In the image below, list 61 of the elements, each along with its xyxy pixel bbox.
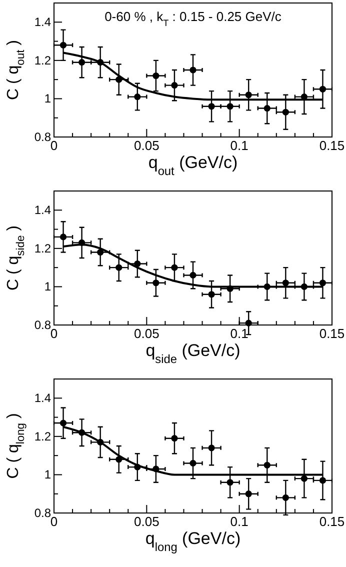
x-tick-label: 0.15 — [319, 326, 345, 341]
y-tick-label: 0.8 — [34, 506, 52, 520]
y-tick-label: 1 — [44, 280, 52, 294]
point — [245, 490, 252, 498]
x-tick-label: 0.1 — [230, 326, 248, 341]
x-axis-title: q$_{out}$ (GeV/c) — [148, 153, 238, 178]
point — [60, 234, 67, 240]
point — [134, 260, 141, 268]
point — [319, 86, 326, 92]
point — [282, 108, 289, 116]
point — [190, 272, 196, 279]
point — [171, 435, 178, 442]
x-tick-label: 0.15 — [319, 138, 345, 153]
point — [319, 280, 326, 286]
y-tick-label: 1.2 — [34, 429, 52, 444]
point — [97, 248, 104, 256]
y-tick-label: 1 — [44, 468, 52, 482]
x-tick-label: 0 — [50, 326, 58, 341]
annotation: 0-60 % , k$_{T}$ : 0.15 - 0.25 GeV/c — [104, 9, 282, 28]
point — [208, 444, 215, 452]
y-tick-label: 1.4 — [34, 391, 52, 406]
point — [116, 264, 122, 271]
point — [245, 320, 252, 326]
point — [190, 66, 196, 74]
point — [264, 104, 270, 112]
point — [152, 72, 160, 80]
y-tick-label: 1.2 — [34, 241, 52, 256]
y-tick-label: 0.8 — [34, 318, 52, 332]
x-axis-title: q$_{long}$ (GeV/c) — [145, 529, 241, 554]
y-tick-label: 1.4 — [34, 15, 52, 30]
point — [282, 494, 289, 501]
point — [60, 42, 67, 48]
point — [208, 291, 215, 298]
point — [300, 475, 308, 482]
point — [190, 460, 196, 467]
point — [226, 103, 234, 110]
y-tick-label: 1 — [44, 92, 52, 106]
point — [152, 280, 160, 286]
point — [134, 94, 141, 100]
point — [319, 477, 326, 484]
x-tick-label: 0.05 — [134, 514, 160, 529]
x-tick-label: 0.1 — [230, 514, 248, 529]
x-tick-label: 0 — [50, 514, 58, 529]
point — [60, 420, 67, 426]
point — [208, 103, 215, 110]
y-tick-label: 1.4 — [34, 203, 52, 218]
x-tick-label: 0 — [50, 138, 58, 153]
point — [78, 59, 86, 66]
x-axis-title: q$_{side}$ (GeV/c) — [146, 341, 240, 366]
point — [226, 479, 234, 486]
point — [245, 92, 252, 98]
point — [264, 462, 270, 468]
y-tick-label: 0.8 — [34, 130, 52, 144]
x-tick-label: 0.1 — [230, 138, 248, 153]
point — [171, 264, 178, 271]
point — [171, 82, 178, 89]
x-tick-label: 0.05 — [134, 326, 160, 341]
x-tick-label: 0.15 — [319, 514, 345, 529]
y-tick-label: 1.2 — [34, 53, 52, 68]
point — [282, 280, 289, 286]
x-tick-label: 0.05 — [134, 138, 160, 153]
